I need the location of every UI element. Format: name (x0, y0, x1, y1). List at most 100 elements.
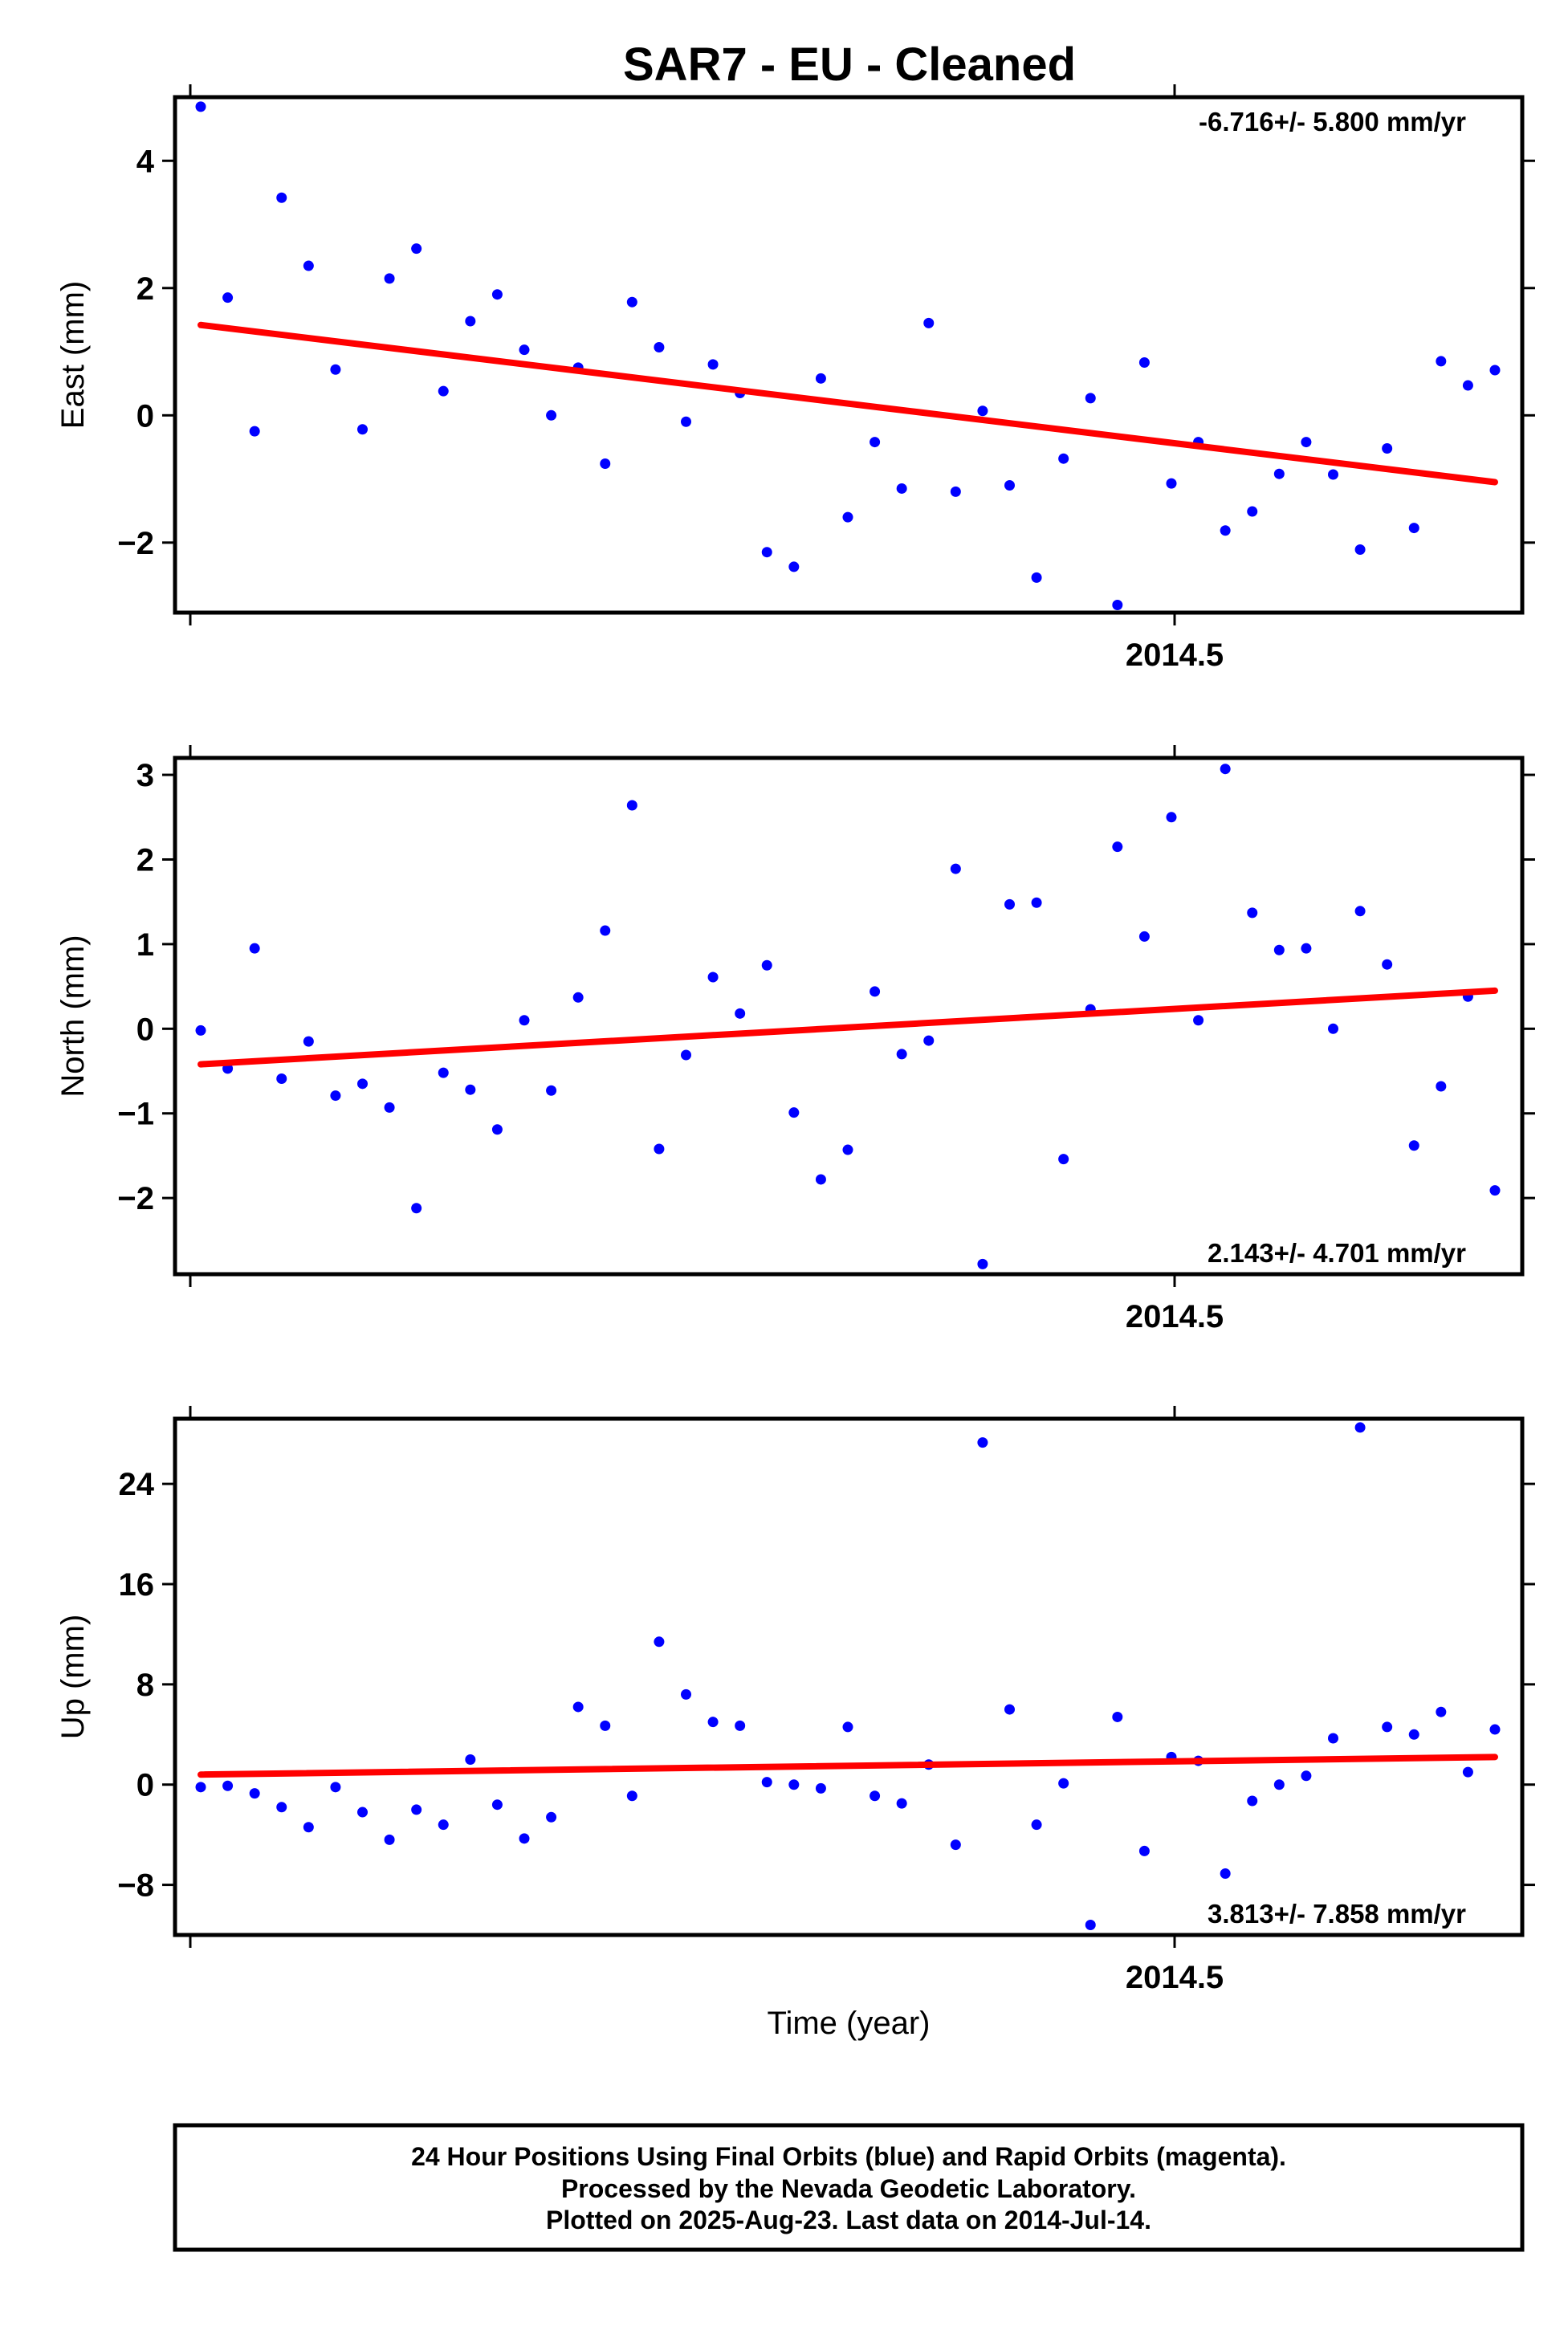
data-point (1138, 357, 1150, 369)
y-tick-label: 24 (119, 1467, 155, 1502)
data-point (761, 547, 772, 558)
data-point (681, 416, 691, 427)
data-point (1058, 453, 1069, 464)
data-point (1436, 1081, 1447, 1092)
data-point (1112, 1711, 1123, 1722)
data-point (195, 101, 206, 112)
y-tick-label: 8 (136, 1668, 154, 1703)
data-point (950, 863, 961, 874)
data-point (357, 1807, 368, 1818)
data-point (923, 1035, 935, 1046)
plot-frame (173, 756, 1525, 1277)
data-point (681, 1688, 691, 1700)
data-point (707, 972, 719, 983)
data-point (1166, 478, 1177, 489)
data-point (222, 292, 234, 303)
rate-annotation: 2.143+/- 4.701 mm/yr (1208, 1238, 1466, 1268)
data-point (411, 243, 422, 255)
data-point (195, 1782, 206, 1793)
data-point (330, 1782, 341, 1793)
data-point (222, 1780, 234, 1791)
y-tick-label: −1 (117, 1097, 154, 1132)
data-point (626, 1790, 637, 1802)
data-point (1328, 469, 1338, 480)
data-point (384, 273, 395, 284)
data-point (276, 1073, 287, 1085)
data-point (1004, 1704, 1015, 1715)
data-point (600, 458, 611, 470)
footer-line-3: Plotted on 2025-Aug-23. Last data on 201… (546, 2206, 1151, 2234)
data-point (195, 1024, 206, 1036)
data-point (1382, 1721, 1393, 1733)
data-point (1489, 1724, 1501, 1735)
data-point (600, 1720, 611, 1731)
data-point (384, 1834, 395, 1845)
data-point (303, 1036, 314, 1047)
data-point (977, 1437, 988, 1448)
data-point (923, 317, 935, 328)
footer-line-2: Processed by the Nevada Geodetic Laborat… (561, 2174, 1136, 2203)
data-point (465, 316, 476, 327)
data-point (1247, 506, 1258, 517)
data-point (600, 925, 611, 936)
east-panel: −2 0 2 4 2014.5 -6.716+/- 5.800 mm/yr East (mm… (55, 84, 1535, 673)
data-point (438, 385, 449, 397)
data-point (1058, 1778, 1069, 1789)
data-point (572, 992, 584, 1003)
data-point (1166, 812, 1177, 823)
data-point (1112, 599, 1123, 610)
data-point (1058, 1154, 1069, 1165)
data-point (303, 1822, 314, 1833)
y-tick-label: 0 (136, 398, 154, 434)
data-point (761, 959, 772, 971)
data-point (1382, 443, 1393, 454)
data-point (1462, 380, 1473, 391)
data-point (1328, 1023, 1338, 1034)
data-point (1031, 572, 1042, 583)
data-point (1408, 1729, 1419, 1740)
data-point (491, 1799, 503, 1811)
data-point (626, 800, 637, 811)
data-point (411, 1804, 422, 1815)
data-point (519, 1015, 530, 1026)
y-tick-label: 4 (136, 144, 155, 179)
data-point (1247, 1795, 1258, 1807)
data-point (735, 1720, 746, 1731)
trend-fit-line (198, 987, 1498, 1068)
data-point (1004, 479, 1015, 491)
data-point (788, 561, 800, 572)
data-point (842, 511, 853, 523)
x-axis-label: Time (year) (768, 2006, 931, 2041)
data-point (1354, 544, 1366, 556)
data-point (815, 373, 826, 384)
data-point (1031, 1819, 1042, 1831)
footer-line-1: 24 Hour Positions Using Final Orbits (bl… (411, 2142, 1286, 2171)
data-point (357, 424, 368, 435)
y-axis-label: North (mm) (55, 935, 91, 1097)
data-point (491, 1124, 503, 1135)
data-point (870, 437, 881, 448)
data-point (249, 943, 260, 954)
data-point (1489, 1185, 1501, 1196)
y-tick-label: 2 (136, 842, 154, 878)
data-point (654, 341, 665, 352)
data-point (1138, 931, 1150, 942)
data-point (357, 1078, 368, 1090)
data-point (977, 405, 988, 417)
data-point (1138, 1845, 1150, 1856)
data-point (546, 1085, 557, 1096)
data-point (249, 426, 260, 437)
y-axis-label: East (mm) (55, 281, 91, 429)
data-point (788, 1779, 800, 1790)
y-tick-label: 0 (136, 1768, 154, 1803)
data-point (438, 1067, 449, 1078)
data-point (1004, 898, 1015, 910)
data-point (1408, 523, 1419, 534)
data-point (815, 1174, 826, 1185)
data-point (1436, 1706, 1447, 1717)
y-tick-label: 1 (136, 927, 154, 963)
data-point (1220, 764, 1231, 775)
data-point (1328, 1733, 1338, 1744)
data-point (519, 344, 530, 356)
data-point (519, 1833, 530, 1844)
